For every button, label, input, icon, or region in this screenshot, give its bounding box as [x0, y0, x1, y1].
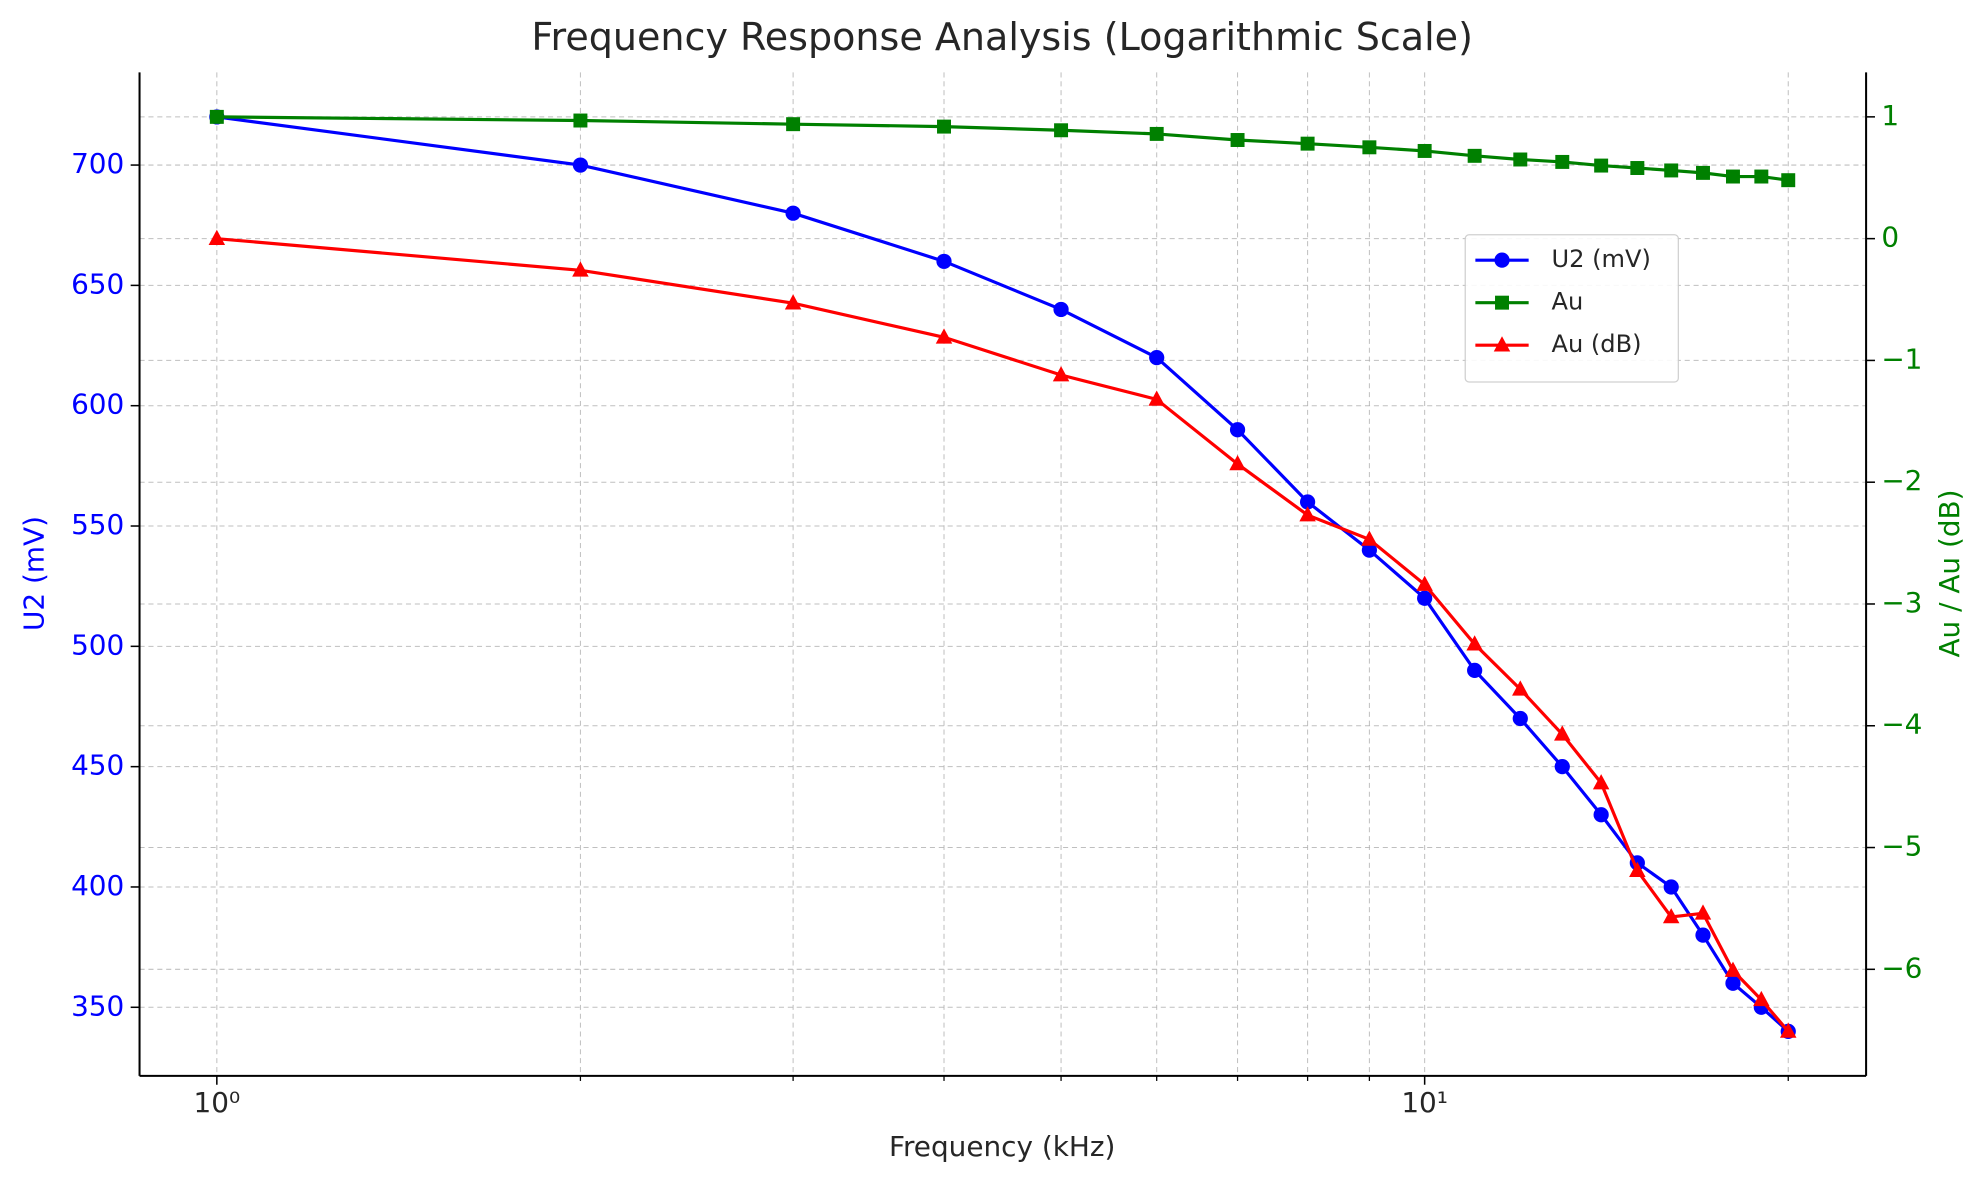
marker: [1629, 861, 1646, 878]
marker: [1417, 590, 1433, 606]
marker: [1725, 975, 1741, 991]
marker: [1512, 710, 1528, 727]
y2-tick-label: −5: [1881, 830, 1922, 863]
y-tick-label: 500: [71, 628, 124, 661]
marker: [1554, 759, 1570, 775]
y-tick-label: 400: [71, 869, 124, 902]
marker: [1149, 126, 1164, 141]
x-tick-label: 10¹: [1401, 1086, 1448, 1119]
marker: [1052, 366, 1070, 382]
marker: [1467, 662, 1483, 679]
marker: [1724, 961, 1742, 977]
y-tick-label: 600: [71, 388, 124, 421]
marker: [1229, 422, 1246, 438]
marker: [936, 253, 952, 269]
y2-tick-label: −2: [1881, 464, 1922, 497]
y2-axis-label: Au / Au (dB): [1933, 489, 1966, 657]
marker: [1416, 575, 1433, 591]
marker: [1300, 136, 1315, 151]
marker: [786, 117, 801, 132]
marker: [1466, 635, 1483, 651]
y2-tick-label: −1: [1881, 342, 1922, 375]
y-tick-label: 350: [71, 989, 124, 1022]
marker: [1696, 165, 1710, 180]
marker: [937, 119, 951, 134]
marker: [1493, 336, 1511, 352]
y-axis-label: U2 (mV): [18, 516, 51, 631]
marker: [1695, 927, 1711, 943]
marker: [1495, 295, 1509, 310]
marker: [1753, 990, 1770, 1007]
y2-tick-label: 0: [1881, 221, 1899, 254]
marker: [1148, 390, 1165, 406]
marker: [1694, 904, 1712, 920]
marker: [1361, 530, 1378, 546]
marker: [1662, 908, 1680, 924]
y-tick-label: 550: [71, 508, 124, 541]
marker: [1054, 123, 1069, 138]
y-tick-label: 450: [71, 749, 124, 782]
marker: [1362, 140, 1377, 155]
marker: [1299, 506, 1316, 522]
marker: [1053, 301, 1069, 318]
marker: [1594, 158, 1609, 173]
marker: [572, 157, 589, 173]
marker: [1494, 252, 1510, 268]
legend: U2 (mV) Au Au (dB): [1464, 234, 1679, 383]
legend-label: U2 (mV): [1551, 245, 1650, 273]
marker: [1361, 542, 1377, 558]
marker: [1467, 148, 1482, 163]
marker: [1513, 152, 1528, 167]
marker: [1555, 154, 1570, 169]
marker: [1664, 163, 1679, 178]
marker: [208, 229, 226, 245]
marker: [1149, 349, 1165, 366]
marker: [1512, 680, 1529, 696]
legend-label: Au (dB): [1551, 330, 1641, 358]
marker: [572, 261, 589, 277]
marker: [1229, 455, 1246, 471]
legend-label: Au: [1551, 288, 1583, 316]
marker: [1417, 143, 1432, 158]
x-tick-label: 10⁰: [193, 1086, 240, 1119]
marker: [1630, 161, 1645, 175]
y-tick-label: 650: [71, 267, 124, 300]
marker: [573, 113, 588, 128]
marker: [1554, 725, 1571, 741]
y2-tick-label: 1: [1881, 99, 1899, 132]
marker: [1725, 169, 1740, 184]
y2-tick-label: −4: [1881, 708, 1922, 741]
marker: [1781, 173, 1796, 188]
marker: [1754, 169, 1769, 184]
marker: [1779, 1022, 1797, 1038]
marker: [1230, 133, 1245, 147]
marker: [1593, 807, 1609, 823]
marker: [785, 205, 801, 221]
marker: [1299, 494, 1316, 510]
chart-title: Frequency Response Analysis (Logarithmic…: [531, 15, 1473, 59]
y-tick-label: 700: [71, 147, 124, 180]
series-line: [216, 237, 1790, 1033]
x-axis-label: Frequency (kHz): [889, 1130, 1115, 1163]
marker: [784, 294, 802, 310]
marker: [209, 109, 224, 124]
y2-tick-label: −3: [1881, 586, 1922, 619]
y2-tick-label: −6: [1881, 951, 1922, 984]
marker: [1592, 774, 1610, 790]
marker: [935, 328, 953, 344]
marker: [1663, 879, 1679, 895]
series-line: [216, 115, 1790, 1033]
